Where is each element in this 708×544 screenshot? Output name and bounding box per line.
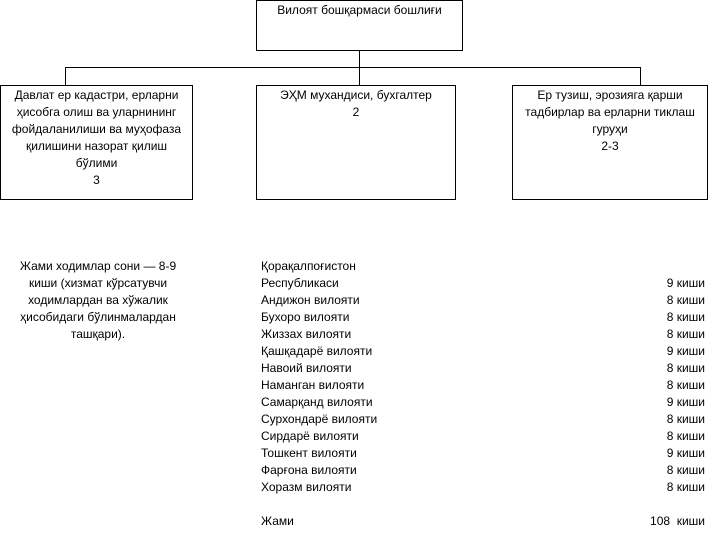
unit-box-cadastre: Давлат ер кадастри, ерларни ҳисобга олиш… [0, 85, 193, 200]
region-count: 9 киши [666, 395, 705, 409]
region-row: Тошкент вилояти 9 киши [261, 445, 705, 462]
region-count: 8 киши [666, 463, 705, 477]
regions-list: Қорақалпоғистон Республикаси 9 киши Андижо… [261, 258, 705, 530]
unit-box-engineer: ЭҲМ мухандиси, бухгалтер 2 [256, 85, 456, 200]
region-count: 8 киши [666, 412, 705, 426]
head-box: Вилоят бошқармаси бошлиғи [256, 0, 463, 51]
connector-horizontal [65, 67, 641, 68]
region-count: 9 киши [666, 276, 705, 290]
region-name: Қашқадарё вилояти [261, 344, 373, 358]
region-name: Тошкент вилояти [261, 446, 357, 460]
unit-count: 3 [93, 173, 100, 187]
region-header: Қорақалпоғистон [261, 258, 705, 275]
unit-count: 2 [352, 105, 360, 119]
total-label: Жами [261, 514, 294, 528]
region-row: Бухоро вилояти 8 киши [261, 309, 705, 326]
region-name: Сирдарё вилояти [261, 429, 359, 443]
region-name: Қорақалпоғистон [261, 259, 356, 273]
connector-left-down [65, 67, 66, 85]
unit-title: Давлат ер кадастри, ерларни ҳисобга олиш… [11, 88, 182, 170]
region-count: 8 киши [666, 327, 705, 341]
region-count: 8 киши [666, 361, 705, 375]
unit-title: ЭҲМ мухандиси, бухгалтер [280, 88, 432, 102]
region-row: Сурхондарё вилояти 8 киши [261, 411, 705, 428]
region-name: Бухоро вилояти [261, 310, 350, 324]
region-name: Навоий вилояти [261, 361, 352, 375]
region-name: Хоразм вилояти [261, 480, 352, 494]
region-row: Фарғона вилояти 8 киши [261, 462, 705, 479]
region-name: Наманган вилояти [261, 378, 365, 392]
region-name: Фарғона вилояти [261, 463, 357, 477]
region-count: 8 киши [666, 293, 705, 307]
region-name: Жиззах вилояти [261, 327, 352, 341]
region-count: 8 киши [666, 429, 705, 443]
region-count: 8 киши [666, 480, 705, 494]
region-count: 9 киши [666, 344, 705, 358]
region-row: Республикаси 9 киши [261, 275, 705, 292]
region-row: Навоий вилояти 8 киши [261, 360, 705, 377]
unit-title: Ер тузиш, эрозияга қарши тадбирлар ва ер… [525, 88, 695, 136]
region-row: Наманган вилояти 8 киши [261, 377, 705, 394]
staff-note: Жами ходимлар сони — 8-9 киши (хизмат кў… [19, 259, 177, 341]
region-row: Сирдарё вилояти 8 киши [261, 428, 705, 445]
connector-right-down [640, 67, 641, 85]
unit-box-land-group: Ер тузиш, эрозияга қарши тадбирлар ва ер… [512, 85, 708, 200]
unit-count: 2-3 [601, 139, 619, 153]
region-row: Жиззах вилояти 8 киши [261, 326, 705, 343]
region-count: 8 киши [666, 310, 705, 324]
total-count: 108 киши [650, 514, 705, 528]
region-count: 9 киши [666, 446, 705, 460]
region-row: Хоразм вилояти 8 киши [261, 479, 705, 496]
region-row: Андижон вилояти 8 киши [261, 292, 705, 309]
region-count: 8 киши [666, 378, 705, 392]
region-name: Сурхондарё вилояти [261, 412, 378, 426]
region-name: Андижон вилояти [261, 293, 360, 307]
region-name: Республикаси [261, 276, 339, 290]
head-title: Вилоят бошқармаси бошлиғи [277, 3, 442, 17]
total-row: Жами 108 киши [261, 513, 705, 530]
region-row: Қашқадарё вилояти 9 киши [261, 343, 705, 360]
region-row: Самарқанд вилояти 9 киши [261, 394, 705, 411]
region-name: Самарқанд вилояти [261, 395, 373, 409]
